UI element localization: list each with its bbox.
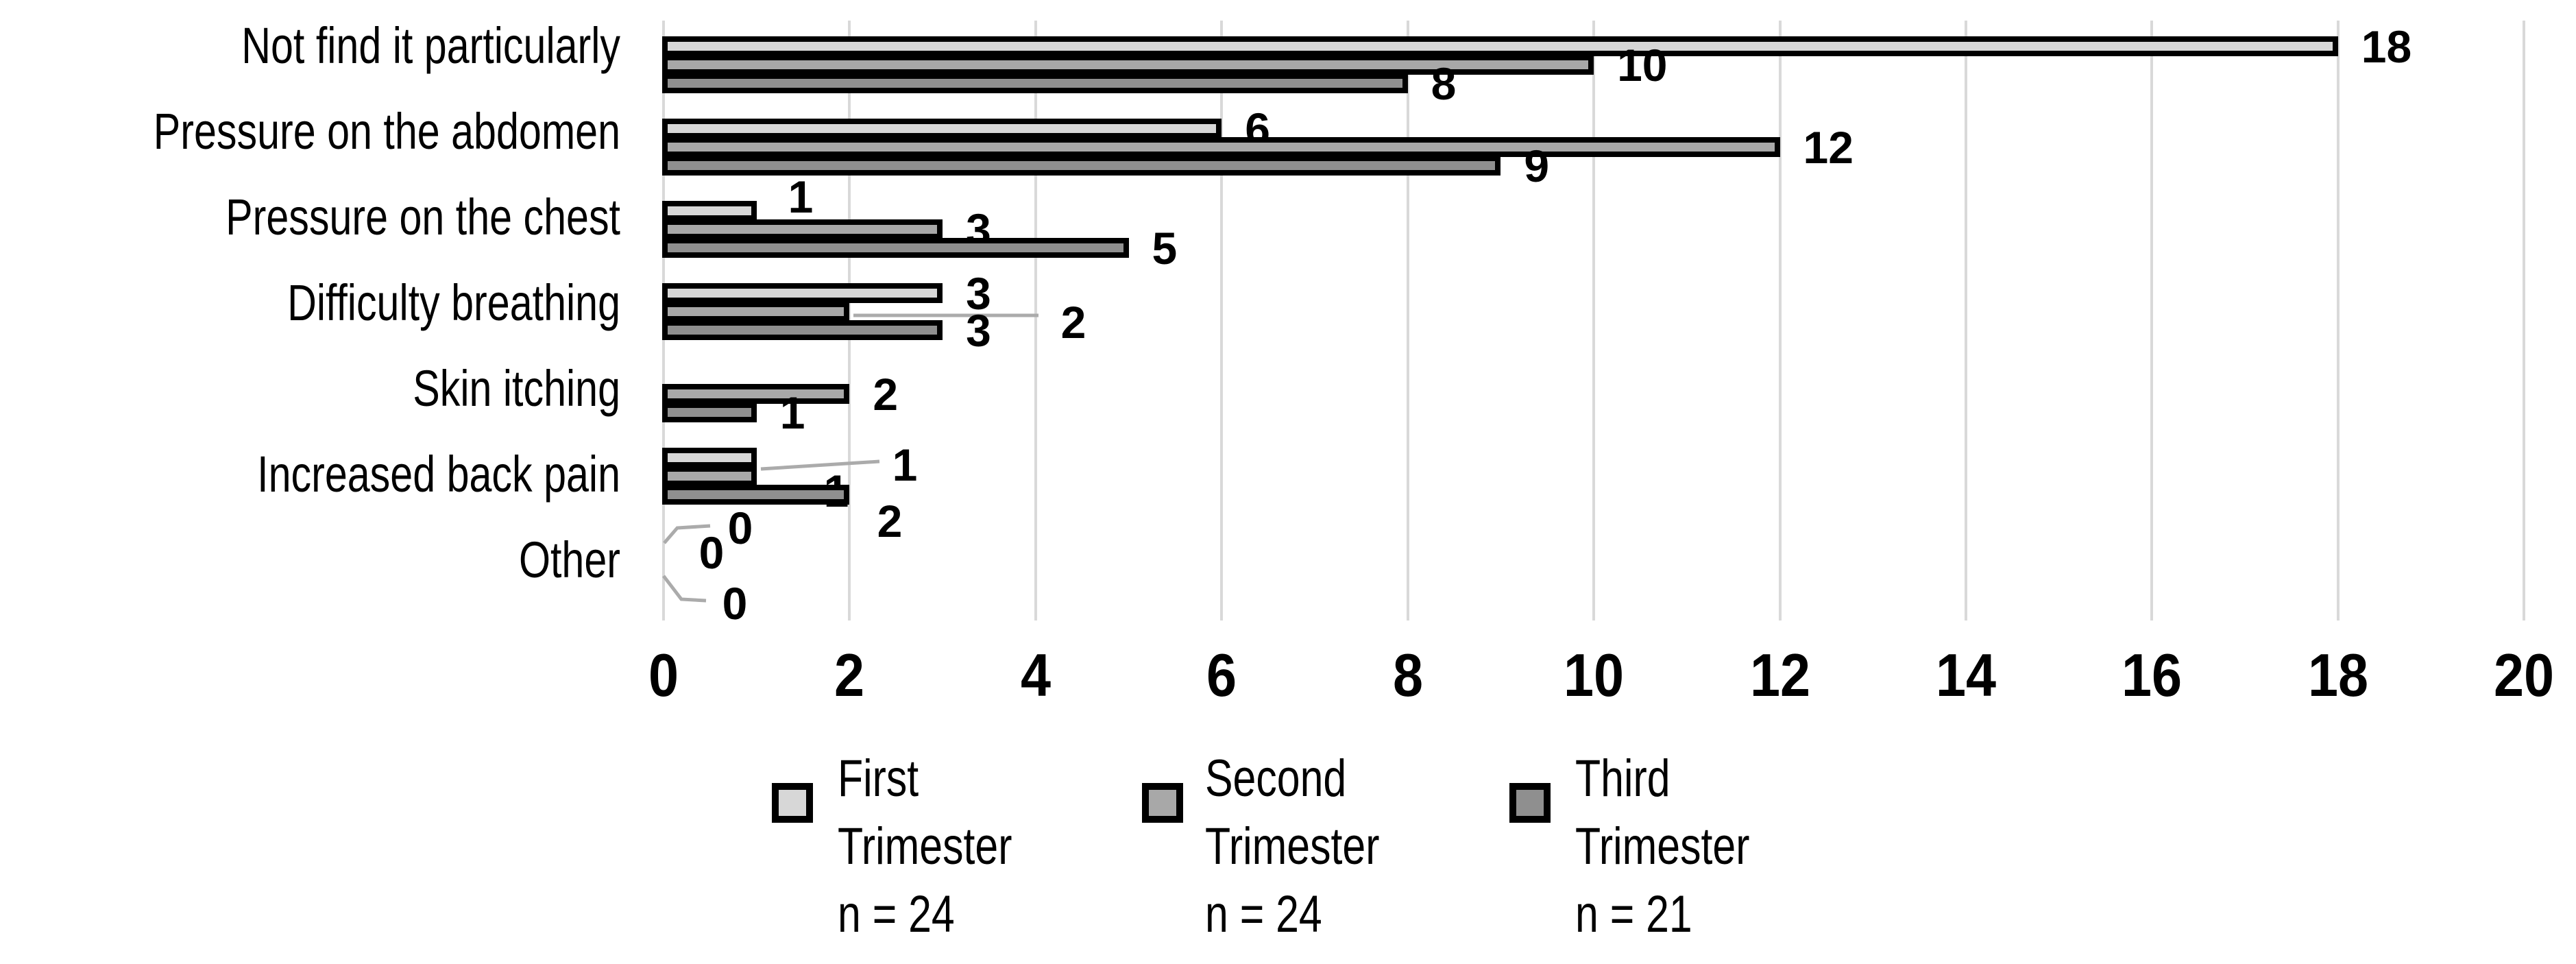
data-label: 10 <box>1617 39 1668 91</box>
bar-first-trimester <box>662 201 757 221</box>
bar-first-trimester <box>662 119 1222 138</box>
data-label: 0 <box>722 578 748 629</box>
category-label: Not find it particularly <box>241 17 620 74</box>
category-label: Other <box>518 531 620 588</box>
legend-swatch-first-trimester <box>772 783 813 823</box>
bar-second-trimester <box>662 384 850 404</box>
bar-second-trimester <box>662 302 850 322</box>
gridline <box>1034 21 1037 620</box>
data-label: 12 <box>1803 121 1854 173</box>
bar-third-trimester <box>662 402 757 422</box>
data-label: 1 <box>788 171 814 222</box>
legend-swatch-third-trimester <box>1509 783 1551 823</box>
data-label: 0 <box>727 503 753 553</box>
bar-second-trimester <box>662 466 757 486</box>
legend-label-first-trimester: First Trimester n = 24 <box>838 745 1012 948</box>
gridline <box>1220 21 1224 620</box>
x-tick-label: 10 <box>1564 641 1625 709</box>
x-tick-label: 16 <box>2122 641 2183 709</box>
data-label: 9 <box>1524 140 1550 191</box>
legend-text-line: n = 21 <box>1575 885 1692 943</box>
gridline <box>1778 21 1782 620</box>
leader-line <box>662 575 707 603</box>
gridline <box>2523 21 2526 620</box>
gridline <box>2150 21 2154 620</box>
bar-third-trimester <box>662 320 943 340</box>
x-tick-label: 8 <box>1392 641 1423 709</box>
bar-first-trimester <box>662 448 757 468</box>
leader-line <box>760 459 880 471</box>
bar-second-trimester <box>662 219 943 239</box>
legend-text-line: Trimester <box>1575 817 1750 876</box>
bar-third-trimester <box>662 485 850 505</box>
gridline <box>2336 21 2340 620</box>
x-tick-label: 6 <box>1206 641 1237 709</box>
legend-text-line: n = 24 <box>838 885 955 943</box>
bar-first-trimester <box>662 283 943 303</box>
data-label: 8 <box>1431 58 1457 109</box>
data-label: 2 <box>1060 297 1086 348</box>
category-label: Pressure on the abdomen <box>153 103 620 160</box>
bar-second-trimester <box>662 55 1594 75</box>
bar-third-trimester <box>662 73 1408 93</box>
category-label: Increased back pain <box>257 446 620 503</box>
data-label: 2 <box>877 496 903 546</box>
data-label: 3 <box>966 304 991 356</box>
x-tick-label: 14 <box>1935 641 1996 709</box>
legend-text-line: Second <box>1205 749 1347 808</box>
category-label: Skin itching <box>413 360 620 417</box>
data-label: 3 <box>966 267 991 319</box>
legend-label-second-trimester: Second Trimester n = 24 <box>1205 745 1379 948</box>
legend-text-line: Third <box>1575 749 1670 808</box>
x-tick-label: 0 <box>648 641 679 709</box>
legend-label-third-trimester: Third Trimester n = 21 <box>1575 745 1749 948</box>
data-label: 18 <box>2361 21 2412 72</box>
x-tick-label: 18 <box>2307 641 2368 709</box>
bar-third-trimester <box>662 238 1129 258</box>
data-label: 0 <box>698 527 725 578</box>
gridline <box>1964 21 1967 620</box>
legend-text-line: Trimester <box>1205 817 1380 876</box>
legend-text-line: n = 24 <box>1205 885 1322 943</box>
x-tick-label: 4 <box>1020 641 1051 709</box>
bar-first-trimester <box>662 36 2338 56</box>
data-label: 1 <box>779 387 805 438</box>
data-label: 5 <box>1152 222 1178 274</box>
gridline <box>1592 21 1596 620</box>
legend-text-line: First <box>838 749 919 808</box>
x-tick-label: 12 <box>1749 641 1810 709</box>
x-tick-label: 20 <box>2494 641 2555 709</box>
gridline <box>1406 21 1409 620</box>
bar-third-trimester <box>662 156 1501 176</box>
x-tick-label: 2 <box>834 641 865 709</box>
legend-swatch-second-trimester <box>1142 783 1183 823</box>
category-label: Difficulty breathing <box>287 274 620 331</box>
bar-second-trimester <box>662 137 1780 157</box>
legend-text-line: Trimester <box>838 817 1012 876</box>
data-label: 2 <box>873 368 899 420</box>
category-label: Pressure on the chest <box>226 189 620 245</box>
data-label: 1 <box>892 439 918 490</box>
